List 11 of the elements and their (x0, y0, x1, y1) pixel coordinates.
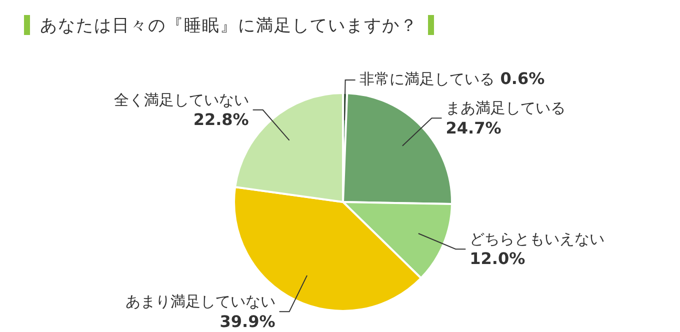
slice-label: 全く満足していない (114, 90, 249, 109)
slice-label: あまり満足していない (125, 292, 276, 311)
data-label: 39.9% (220, 312, 276, 331)
chart-title: あなたは日々の『睡眠』に満足していますか？ (40, 14, 418, 36)
data-label: 24.7% (446, 118, 502, 138)
data-label: 12.0% (470, 249, 526, 268)
data-label: 22.8% (193, 110, 249, 130)
slice-label: 非常に満足している (359, 70, 494, 88)
slice-label: まあ満足している (446, 99, 566, 118)
data-label: 0.6% (500, 69, 545, 88)
slice-label: どちらともいえない (470, 230, 605, 248)
